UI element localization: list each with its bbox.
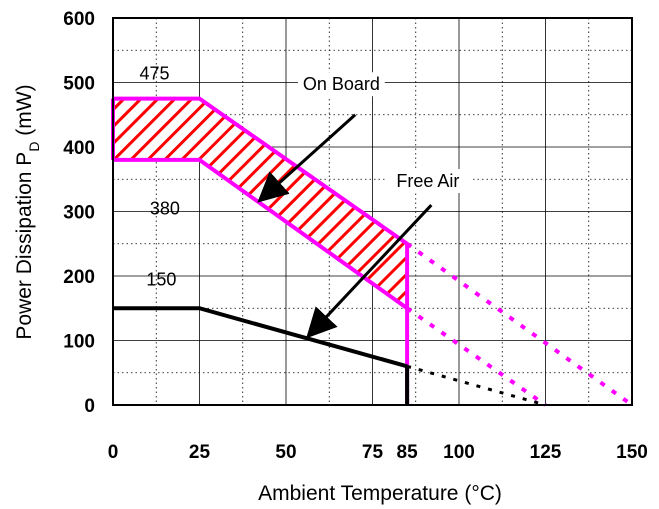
y-axis-title-main: Power Dissipation P bbox=[13, 152, 36, 340]
x-tick-label: 125 bbox=[530, 442, 562, 463]
series-extrapolation-onboard_upper bbox=[405, 242, 634, 407]
y-tick-label: 600 bbox=[63, 9, 95, 30]
annotation-backdrop bbox=[297, 72, 385, 97]
x-axis-title: Ambient Temperature (°C) bbox=[258, 482, 502, 505]
annotation-label: On Board bbox=[303, 74, 380, 94]
on-board-region bbox=[113, 98, 408, 309]
data-label: 380 bbox=[150, 199, 180, 219]
y-axis-title-unit: (mW) bbox=[13, 84, 36, 141]
x-tick-label: 0 bbox=[108, 442, 119, 463]
annotation-arrow bbox=[306, 204, 433, 339]
x-tick-label: 150 bbox=[616, 442, 648, 463]
annotation-label: Free Air bbox=[396, 171, 459, 191]
plot-area bbox=[111, 96, 634, 407]
data-label: 475 bbox=[139, 63, 169, 83]
series-line-onboard_lower bbox=[113, 157, 409, 310]
annotation-backdrop bbox=[384, 168, 472, 193]
plot-frame bbox=[112, 17, 633, 406]
labels: 0 100 200 300 400 500 600 0 25 50 75 85 100 125 150 475… bbox=[63, 9, 648, 463]
series-line-onboard_upper bbox=[113, 96, 409, 246]
annotation-arrow bbox=[257, 113, 357, 203]
y-axis-title: Power Dissipation PD (mW) bbox=[13, 84, 42, 339]
y-tick-label: 200 bbox=[63, 267, 95, 288]
y-tick-label: 500 bbox=[63, 74, 95, 95]
series-extrapolation-free-air bbox=[406, 364, 546, 407]
y-tick-label: 400 bbox=[63, 138, 95, 159]
y-axis-title-subscript: D bbox=[26, 142, 42, 152]
x-tick-label: 25 bbox=[189, 442, 211, 463]
series-line-free-air bbox=[113, 306, 408, 369]
data-label: 150 bbox=[146, 270, 176, 290]
y-tick-label: 300 bbox=[63, 203, 95, 224]
x-tick-label: 75 bbox=[362, 442, 384, 463]
x-tick-label: 85 bbox=[397, 442, 419, 463]
x-tick-label: 50 bbox=[275, 442, 296, 463]
y-tick-label: 100 bbox=[63, 332, 95, 353]
axes bbox=[112, 17, 633, 406]
y-tick-label: 0 bbox=[84, 396, 95, 417]
x-tick-label: 100 bbox=[443, 442, 475, 463]
series-extrapolation-onboard_lower bbox=[405, 306, 547, 407]
